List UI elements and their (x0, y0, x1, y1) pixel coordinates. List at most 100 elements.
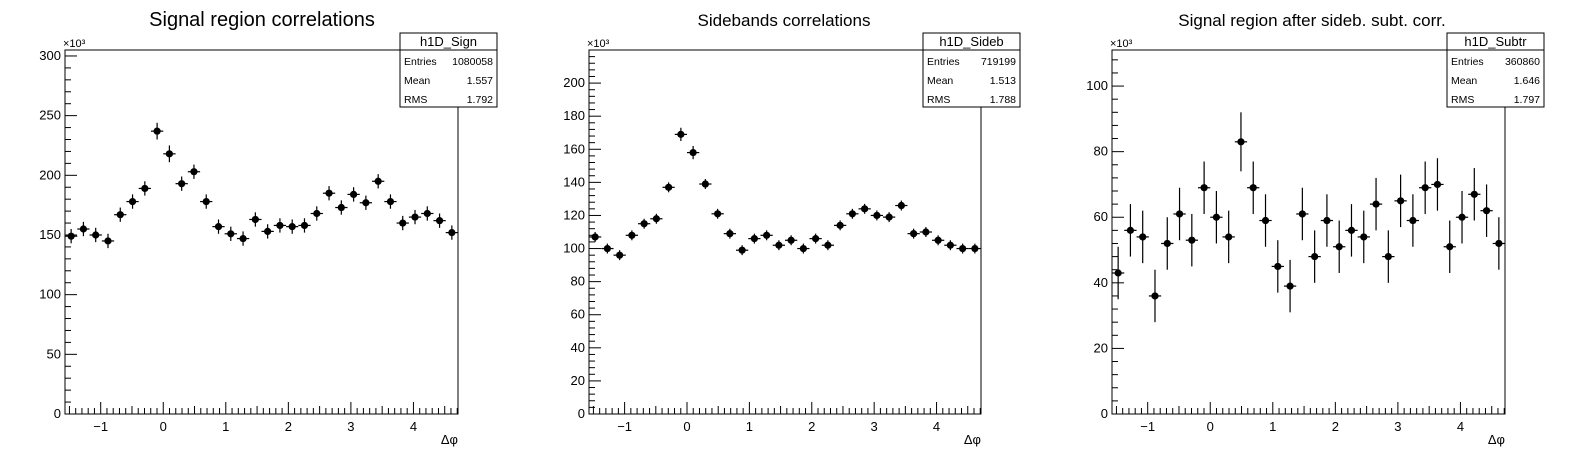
x-tick-label: −1 (617, 419, 632, 434)
chart-panel-1: Signal region correlations ×10³ 0 50 100 150 2… (39, 9, 498, 447)
stats-row-label: Mean (927, 75, 953, 87)
x-tick-label: 0 (1207, 419, 1214, 434)
stats-row-value: 1.557 (467, 75, 493, 87)
data-point (141, 184, 149, 193)
data-point (1298, 210, 1306, 218)
data-point (1237, 138, 1245, 146)
data-point (79, 225, 88, 233)
x-tick-label: 4 (933, 419, 940, 434)
data-point (1200, 184, 1208, 192)
y-tick-label: 100 (1086, 78, 1108, 93)
y-tick-label: 0 (578, 406, 585, 421)
data-point (763, 231, 771, 239)
stats-row-value: 1.792 (467, 94, 493, 106)
data-point (448, 228, 456, 237)
stats-row-value: 1080058 (452, 56, 493, 68)
data-point (1384, 252, 1392, 261)
data-point (848, 210, 856, 218)
data-point (750, 235, 758, 243)
y-tick-label: 80 (571, 274, 585, 289)
data-point (922, 228, 930, 236)
data-point (1126, 226, 1135, 234)
data-point (1175, 210, 1184, 218)
stats-row-label: Entries (927, 56, 960, 68)
y-tick-label: 40 (1094, 275, 1108, 290)
data-point (971, 244, 979, 253)
data-point (1335, 243, 1343, 251)
data-point (1433, 180, 1442, 189)
x-tick-label: −1 (93, 419, 108, 434)
data-point (1360, 233, 1368, 241)
y-tick-label: 50 (47, 346, 61, 361)
data-point (689, 148, 697, 157)
x-axis-label: Δφ (964, 432, 981, 447)
data-point (665, 183, 673, 191)
data-point (264, 227, 272, 236)
data-point (726, 230, 734, 238)
data-point (411, 213, 419, 221)
data-point (1397, 197, 1405, 205)
data-point (603, 244, 611, 253)
data-point (239, 234, 247, 243)
y-tick-label: 100 (39, 287, 61, 302)
data-point (337, 203, 345, 212)
data-point (1114, 269, 1122, 277)
data-point (812, 235, 820, 243)
y-tick-label: 20 (1094, 340, 1108, 355)
data-point (1188, 236, 1196, 244)
data-point (885, 213, 893, 221)
plot-frame (588, 49, 982, 415)
chart-title: Signal region correlations (149, 9, 375, 31)
chart-title: Sidebands correlations (698, 11, 871, 30)
data-point (178, 180, 186, 188)
data-point (128, 197, 137, 206)
x-tick-label: 2 (285, 419, 292, 434)
y-tick-label: 200 (563, 75, 585, 90)
data-point (959, 244, 967, 253)
data-point (251, 215, 259, 224)
data-point (1347, 226, 1356, 234)
data-point (1470, 190, 1478, 198)
x-tick-label: 1 (1269, 419, 1276, 434)
x-tick-label: 1 (222, 419, 229, 434)
x-axis-label: Δφ (441, 432, 458, 447)
data-point (67, 232, 75, 240)
stats-row-value: 719199 (981, 56, 1016, 68)
data-point (1151, 292, 1159, 300)
y-tick-label: 0 (54, 406, 61, 421)
data-point (1372, 200, 1380, 208)
data-point (1139, 233, 1147, 241)
data-point (714, 210, 722, 218)
x-tick-label: −1 (1140, 419, 1155, 434)
stats-row-label: Entries (1451, 56, 1484, 68)
data-point (227, 230, 235, 238)
data-point (738, 246, 746, 254)
x-tick-label: 2 (1332, 419, 1339, 434)
x-tick-label: 2 (808, 419, 815, 434)
data-point (628, 231, 636, 239)
data-point (1495, 239, 1503, 248)
data-point (1409, 216, 1417, 225)
data-point (1249, 184, 1257, 192)
stats-row-value: 1.788 (990, 94, 1016, 106)
data-point (1286, 282, 1294, 290)
data-point (787, 236, 795, 244)
data-point (652, 215, 660, 223)
stats-box (1446, 32, 1545, 108)
data-point (934, 236, 942, 244)
data-point (616, 251, 624, 259)
x-tick-label: 4 (1457, 419, 1464, 434)
stats-box (922, 32, 1021, 108)
y-tick-label: 160 (563, 141, 585, 156)
data-point (104, 237, 112, 245)
data-point (775, 241, 783, 249)
data-point (288, 223, 296, 231)
data-point (640, 220, 648, 228)
y-tick-label: 180 (563, 108, 585, 123)
data-point (799, 244, 807, 253)
stats-row-label: Entries (404, 56, 437, 68)
data-point (386, 197, 395, 206)
data-point (861, 205, 869, 213)
x-tick-label: 0 (160, 419, 167, 434)
data-point (1163, 239, 1171, 248)
